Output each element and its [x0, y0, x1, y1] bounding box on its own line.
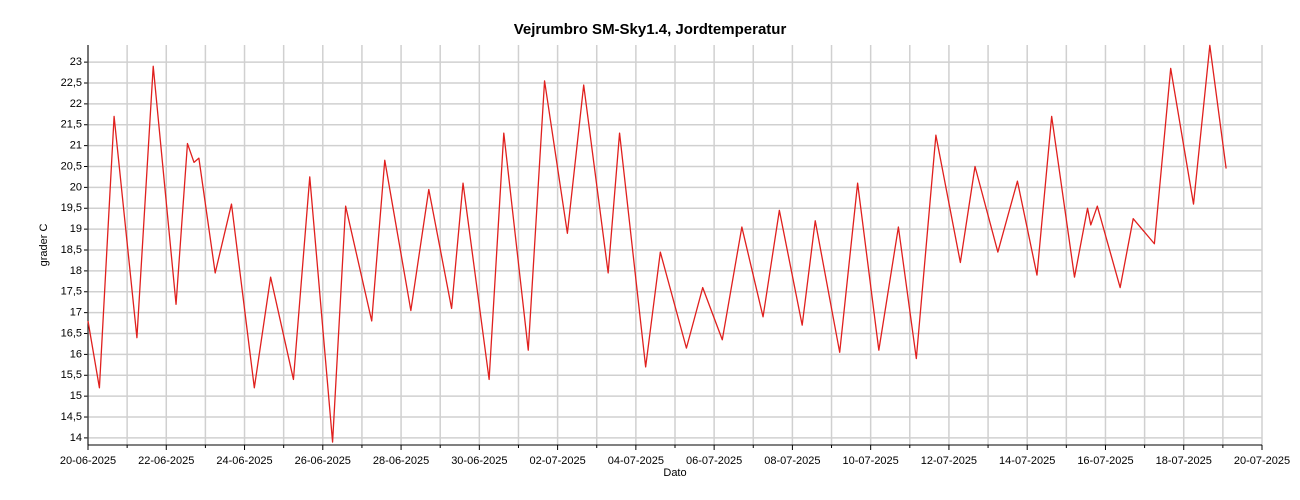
x-tick-label: 24-06-2025	[216, 455, 272, 467]
y-tick-label: 17	[70, 307, 82, 319]
x-tick-label: 20-06-2025	[60, 455, 116, 467]
x-tick-label: 06-07-2025	[686, 455, 742, 467]
chart-title: Vejrumbro SM-Sky1.4, Jordtemperatur	[514, 21, 787, 38]
y-tick-label: 22	[70, 98, 82, 110]
x-tick-label: 26-06-2025	[295, 455, 351, 467]
x-tick-label: 16-07-2025	[1077, 455, 1133, 467]
y-tick-label: 15,5	[61, 369, 82, 381]
y-tick-label: 19,5	[61, 202, 82, 214]
y-tick-label: 17,5	[61, 286, 82, 298]
y-tick-label: 22,5	[61, 77, 82, 89]
x-tick-label: 18-07-2025	[1156, 455, 1212, 467]
y-tick-label: 15	[70, 390, 82, 402]
x-tick-label: 14-07-2025	[999, 455, 1055, 467]
data-line	[87, 44, 1227, 443]
y-tick-label: 23	[70, 56, 82, 68]
y-axis-label: grader C	[38, 224, 50, 267]
x-tick-label: 28-06-2025	[373, 455, 429, 467]
x-tick-label: 02-07-2025	[529, 455, 585, 467]
y-tick-label: 21	[70, 140, 82, 152]
x-tick-label: 04-07-2025	[608, 455, 664, 467]
x-tick-label: 12-07-2025	[921, 455, 977, 467]
y-tick-label: 14	[70, 432, 82, 444]
y-tick-label: 14,5	[61, 411, 82, 423]
x-tick-label: 08-07-2025	[764, 455, 820, 467]
x-tick-label: 20-07-2025	[1234, 455, 1290, 467]
y-tick-label: 18,5	[61, 244, 82, 256]
y-tick-label: 21,5	[61, 119, 82, 131]
x-tick-label: 22-06-2025	[138, 455, 194, 467]
x-tick-label: 30-06-2025	[451, 455, 507, 467]
y-tick-label: 19	[70, 223, 82, 235]
x-axis-label: Dato	[663, 467, 686, 479]
y-tick-label: 20	[70, 181, 82, 193]
y-tick-label: 18	[70, 265, 82, 277]
y-tick-label: 20,5	[61, 160, 82, 172]
x-tick-label: 10-07-2025	[843, 455, 899, 467]
y-tick-label: 16	[70, 348, 82, 360]
y-tick-label: 16,5	[61, 327, 82, 339]
